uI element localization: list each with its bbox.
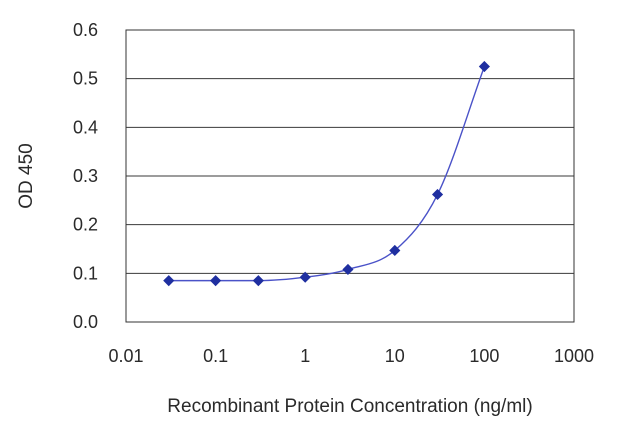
y-tick-label: 0.5 (73, 69, 98, 89)
data-point (478, 60, 490, 73)
fit-curve (168, 66, 486, 282)
data-point (210, 275, 222, 287)
y-tick-label: 0.4 (73, 117, 98, 137)
data-point (342, 263, 354, 276)
data-point (431, 188, 444, 201)
x-tick-labels: 0.01 0.1 1 10 100 1000 (108, 346, 594, 366)
data-point (389, 244, 401, 257)
x-tick-label: 1000 (554, 346, 594, 366)
data-point (163, 275, 175, 287)
y-tick-labels: 0.0 0.1 0.2 0.3 0.4 0.5 0.6 (73, 20, 98, 332)
y-tick-label: 0.2 (73, 215, 98, 235)
x-tick-label: 10 (385, 346, 405, 366)
x-tick-label: 100 (469, 346, 499, 366)
x-tick-label: 0.01 (108, 346, 143, 366)
x-axis-label: Recombinant Protein Concentration (ng/ml… (167, 396, 532, 417)
y-tick-label: 0.0 (73, 312, 98, 332)
grid-lines (126, 78, 574, 274)
data-points (163, 60, 490, 287)
x-tick-label: 1 (300, 346, 310, 366)
plot-frame (125, 29, 575, 323)
data-point (299, 271, 311, 283)
data-point (252, 275, 264, 287)
x-tick-label: 0.1 (203, 346, 228, 366)
y-tick-label: 0.6 (73, 20, 98, 40)
y-tick-label: 0.1 (73, 263, 98, 283)
y-axis-label: OD 450 (16, 143, 37, 208)
y-tick-label: 0.3 (73, 166, 98, 186)
